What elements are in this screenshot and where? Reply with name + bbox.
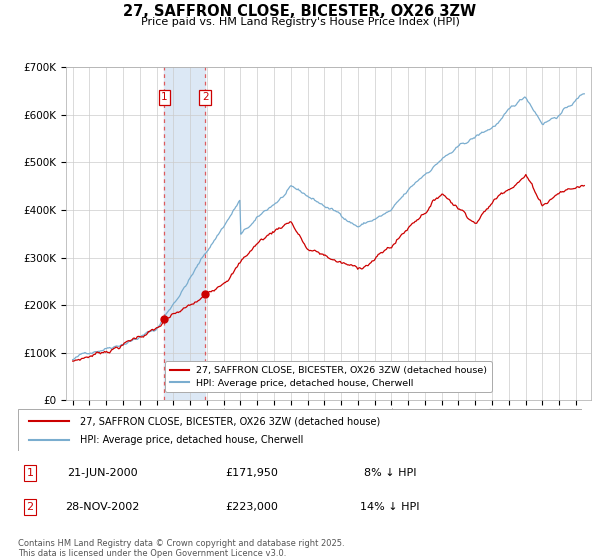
Text: 27, SAFFRON CLOSE, BICESTER, OX26 3ZW: 27, SAFFRON CLOSE, BICESTER, OX26 3ZW	[124, 4, 476, 19]
Text: 1: 1	[161, 92, 168, 102]
Bar	[164, 67, 205, 400]
Text: 8% ↓ HPI: 8% ↓ HPI	[364, 468, 416, 478]
Legend: 27, SAFFRON CLOSE, BICESTER, OX26 3ZW (detached house), HPI: Average price, deta: 27, SAFFRON CLOSE, BICESTER, OX26 3ZW (d…	[165, 361, 492, 393]
Text: 14% ↓ HPI: 14% ↓ HPI	[360, 502, 420, 512]
Text: 21-JUN-2000: 21-JUN-2000	[67, 468, 137, 478]
FancyBboxPatch shape	[18, 409, 582, 451]
Text: 1: 1	[26, 468, 34, 478]
Text: 2: 2	[26, 502, 34, 512]
Text: 27, SAFFRON CLOSE, BICESTER, OX26 3ZW (detached house): 27, SAFFRON CLOSE, BICESTER, OX26 3ZW (d…	[80, 417, 380, 426]
Text: £171,950: £171,950	[226, 468, 278, 478]
Text: HPI: Average price, detached house, Cherwell: HPI: Average price, detached house, Cher…	[80, 435, 304, 445]
Text: 28-NOV-2002: 28-NOV-2002	[65, 502, 139, 512]
Text: 2: 2	[202, 92, 209, 102]
Text: £223,000: £223,000	[226, 502, 278, 512]
Text: Price paid vs. HM Land Registry's House Price Index (HPI): Price paid vs. HM Land Registry's House …	[140, 17, 460, 27]
Text: Contains HM Land Registry data © Crown copyright and database right 2025.
This d: Contains HM Land Registry data © Crown c…	[18, 539, 344, 558]
